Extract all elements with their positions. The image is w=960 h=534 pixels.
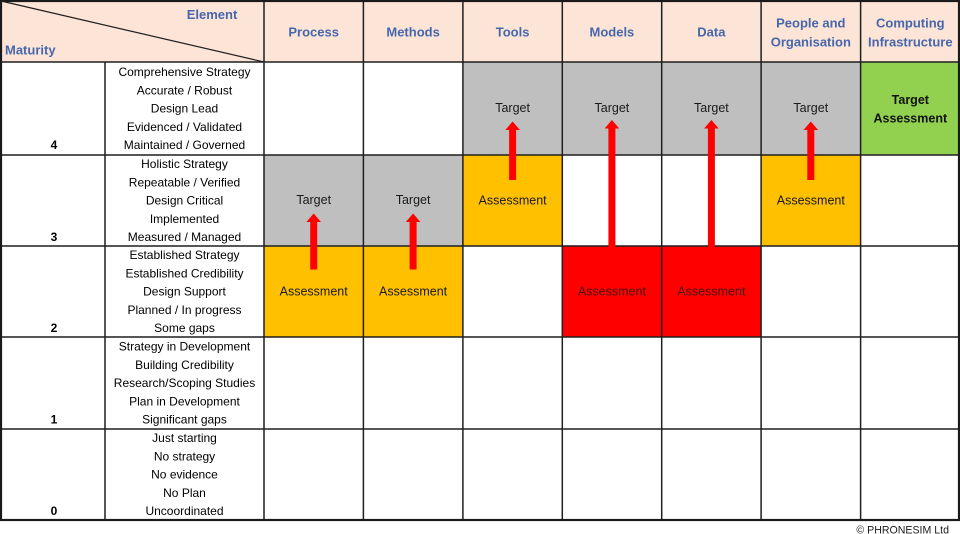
svg-text:Uncoordinated: Uncoordinated: [145, 504, 223, 518]
svg-text:No Plan: No Plan: [163, 486, 206, 500]
svg-text:Target: Target: [396, 193, 431, 207]
svg-text:Measured / Managed: Measured / Managed: [128, 230, 241, 244]
svg-text:Research/Scoping Studies: Research/Scoping Studies: [114, 376, 255, 390]
svg-text:© PHRONESIM Ltd: © PHRONESIM Ltd: [856, 524, 949, 534]
svg-text:No strategy: No strategy: [154, 449, 215, 463]
svg-text:Target: Target: [595, 101, 630, 115]
svg-text:Some gaps: Some gaps: [154, 321, 215, 335]
svg-text:Assessment: Assessment: [873, 112, 947, 126]
svg-text:Assessment: Assessment: [479, 194, 548, 208]
svg-text:Comprehensive Strategy: Comprehensive Strategy: [118, 65, 250, 79]
svg-text:Assessment: Assessment: [578, 285, 647, 299]
svg-text:Design Critical: Design Critical: [146, 194, 223, 208]
svg-text:Infrastructure: Infrastructure: [868, 35, 953, 50]
svg-text:Element: Element: [187, 7, 238, 22]
svg-text:Maturity: Maturity: [5, 43, 56, 58]
svg-text:0: 0: [51, 504, 58, 518]
svg-text:Target: Target: [694, 101, 729, 115]
svg-text:Plan in Development: Plan in Development: [129, 394, 240, 408]
svg-text:Data: Data: [697, 25, 726, 40]
svg-text:Repeatable / Verified: Repeatable / Verified: [129, 175, 240, 189]
svg-text:Holistic Strategy: Holistic Strategy: [141, 157, 228, 171]
svg-text:Significant gaps: Significant gaps: [142, 413, 227, 427]
svg-text:Computing: Computing: [876, 16, 945, 31]
svg-text:Design Support: Design Support: [143, 285, 226, 299]
svg-text:Tools: Tools: [496, 25, 530, 40]
svg-text:Building Credibility: Building Credibility: [135, 358, 234, 372]
svg-text:Target: Target: [892, 93, 930, 107]
svg-text:Target: Target: [495, 101, 530, 115]
svg-text:Process: Process: [288, 25, 339, 40]
svg-text:3: 3: [51, 230, 58, 244]
svg-text:Just starting: Just starting: [152, 431, 217, 445]
svg-text:4: 4: [51, 138, 58, 152]
svg-text:Accurate / Robust: Accurate / Robust: [137, 83, 233, 97]
svg-text:Methods: Methods: [386, 25, 439, 40]
svg-text:Target: Target: [793, 101, 828, 115]
svg-text:Assessment: Assessment: [677, 285, 746, 299]
svg-text:Assessment: Assessment: [777, 194, 846, 208]
svg-text:Models: Models: [590, 25, 635, 40]
svg-text:Strategy in Development: Strategy in Development: [119, 340, 251, 354]
svg-text:2: 2: [51, 321, 58, 335]
svg-text:Evidenced / Validated: Evidenced / Validated: [127, 120, 242, 134]
svg-text:Assessment: Assessment: [280, 285, 349, 299]
svg-text:Assessment: Assessment: [379, 285, 448, 299]
svg-text:Planned / In progress: Planned / In progress: [127, 303, 241, 317]
svg-text:Maintained / Governed: Maintained / Governed: [124, 138, 245, 152]
svg-text:1: 1: [51, 413, 58, 427]
svg-text:Target: Target: [296, 193, 331, 207]
svg-text:No evidence: No evidence: [151, 468, 218, 482]
svg-text:Implemented: Implemented: [150, 212, 219, 226]
svg-text:Design Lead: Design Lead: [151, 102, 218, 116]
svg-text:Established Strategy: Established Strategy: [129, 248, 239, 262]
svg-text:Organisation: Organisation: [771, 35, 851, 50]
svg-text:Established Credibility: Established Credibility: [125, 266, 243, 280]
svg-text:People and: People and: [776, 16, 845, 31]
